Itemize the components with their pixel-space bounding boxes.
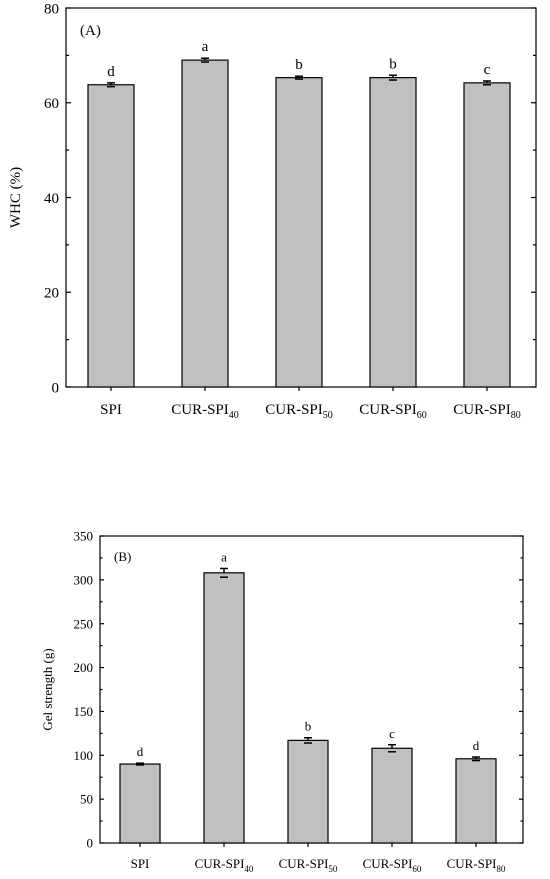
significance-label: b (305, 719, 312, 734)
panel-label: (A) (80, 23, 101, 39)
significance-label: b (295, 57, 303, 73)
bar (119, 763, 161, 844)
y-tick-label: 60 (44, 96, 59, 112)
significance-label: d (107, 64, 115, 80)
significance-label: a (221, 549, 227, 564)
y-tick-label: 200 (74, 660, 94, 675)
significance-label: b (389, 56, 397, 72)
bar (87, 84, 135, 388)
chart-panel-a: 0 20 40 60 80 WHC (%) (A) d SPI a CUR-SPI40 b CUR-SP… (8, 1, 537, 421)
significance-label: a (202, 39, 209, 55)
panel-label: (B) (114, 549, 131, 564)
x-tick-label: CUR-SPI80 (447, 856, 506, 874)
y-tick-label: 150 (74, 704, 94, 719)
bar (203, 572, 245, 844)
x-tick-label: CUR-SPI60 (363, 856, 422, 874)
x-tick-label: CUR-SPI40 (195, 856, 254, 874)
y-tick-label: 0 (52, 380, 60, 396)
x-tick-label: SPI (131, 856, 150, 871)
y-tick-label: 50 (80, 792, 93, 807)
bar (463, 82, 511, 388)
chart-panel-b: 0 50 100 150 200 250 300 350 Gel strength (g) (B)… (40, 529, 524, 874)
bar (181, 59, 229, 388)
y-axis-label: Gel strength (g) (40, 648, 55, 730)
bar (371, 747, 413, 844)
y-tick-label: 250 (74, 616, 94, 631)
bar (287, 739, 329, 844)
significance-label: c (389, 726, 395, 741)
bar (369, 77, 417, 388)
y-tick-label: 40 (44, 191, 59, 207)
y-tick-label: 0 (87, 836, 94, 851)
significance-label: c (484, 62, 491, 78)
y-axis-label: WHC (%) (8, 167, 24, 228)
significance-label: d (473, 738, 480, 753)
x-tick-label: SPI (100, 402, 122, 418)
bar (455, 758, 497, 844)
y-tick-label: 100 (74, 748, 94, 763)
x-tick-label: CUR-SPI80 (453, 402, 521, 421)
x-tick-label: CUR-SPI50 (279, 856, 338, 874)
x-tick-label: CUR-SPI40 (171, 402, 239, 421)
y-tick-label: 20 (44, 286, 59, 302)
y-tick-label: 350 (74, 529, 94, 544)
bar (275, 77, 323, 388)
x-tick-label: CUR-SPI50 (265, 402, 333, 421)
x-tick-label: CUR-SPI60 (359, 402, 427, 421)
y-tick-label: 80 (44, 1, 59, 17)
y-tick-label: 300 (74, 572, 94, 587)
significance-label: d (137, 744, 144, 759)
